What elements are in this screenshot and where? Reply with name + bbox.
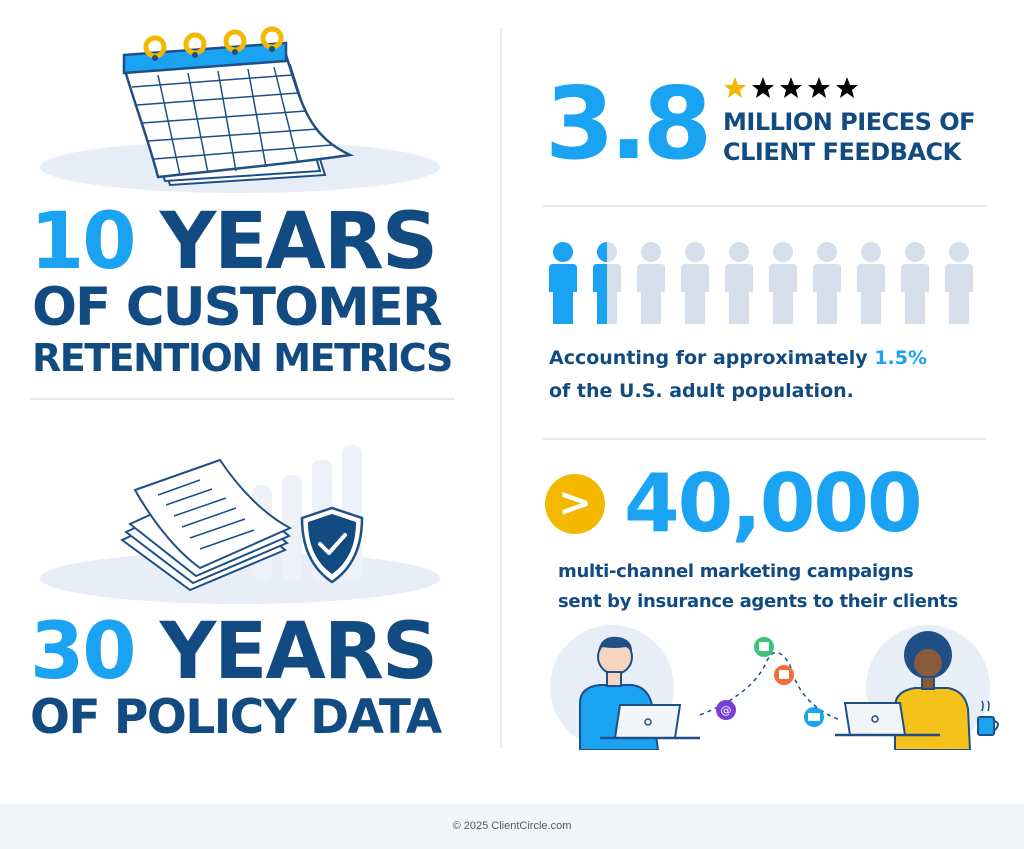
thirty-number: 30 (30, 607, 137, 697)
calendar-illustration (40, 26, 440, 193)
heading-10-years: 10 YEARS (30, 202, 438, 282)
campaigns-line1: multi-channel marketing campaigns (558, 561, 914, 582)
calendar-icon (122, 26, 355, 187)
calendar-small-icon (774, 665, 794, 685)
heading-30-years: 30 YEARS (30, 612, 438, 692)
greater-than-badge: > (545, 474, 605, 534)
chat-icon (754, 637, 774, 657)
star-icon (724, 77, 746, 98)
feedback-line1: MILLION PIECES OF (723, 108, 976, 136)
right-divider-2 (543, 438, 986, 440)
footer: © 2025 ClientCircle.com (0, 804, 1024, 849)
policy-illustration (40, 445, 440, 604)
ten-years-word: YEARS (159, 197, 438, 287)
agents-illustration: @ (550, 625, 999, 750)
population-line2: of the U.S. adult population. (549, 380, 854, 402)
laptop-icon (600, 704, 700, 740)
coffee-cup-icon (977, 700, 999, 736)
thirty-years-word: YEARS (159, 607, 438, 697)
right-divider-1 (543, 205, 986, 207)
vertical-divider (500, 28, 502, 748)
svg-text:@: @ (721, 704, 732, 717)
population-people (549, 242, 973, 324)
shield-check-icon (300, 506, 364, 584)
campaigns-number: 40,000 (624, 457, 923, 550)
ten-number: 10 (30, 197, 137, 287)
heading-of-customer: OF CUSTOMER (32, 277, 443, 338)
population-text: Accounting for approximately (549, 347, 868, 369)
stars-rating (724, 77, 858, 98)
person-icon (549, 242, 577, 324)
at-icon: @ (716, 700, 736, 720)
document-stack-icon (120, 458, 293, 592)
feedback-number: 3.8 (545, 65, 712, 182)
left-divider (30, 398, 455, 400)
population-line1: Accounting for approximately 1.5% (549, 345, 927, 371)
email-icon (804, 707, 824, 727)
heading-retention-metrics: RETENTION METRICS (32, 336, 453, 380)
footer-copyright: © 2025 ClientCircle.com (452, 820, 572, 832)
feedback-line2: CLIENT FEEDBACK (723, 138, 961, 166)
chevron-right-icon: > (558, 480, 592, 526)
campaigns-line2: sent by insurance agents to their client… (558, 591, 958, 612)
population-percent: 1.5% (874, 347, 928, 369)
laptop-right (835, 702, 940, 737)
heading-of-policy-data: OF POLICY DATA (30, 690, 442, 745)
